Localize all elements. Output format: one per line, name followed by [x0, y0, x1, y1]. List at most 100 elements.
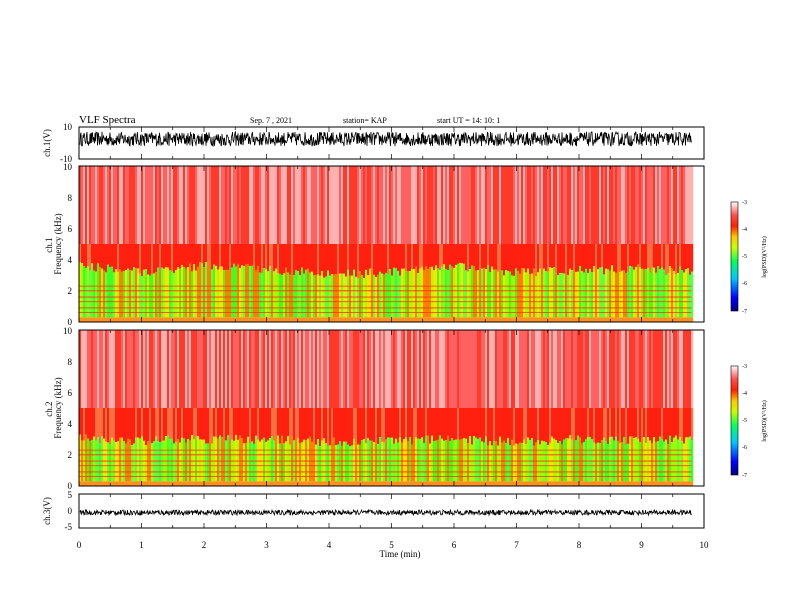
- spectrogram-cell: [195, 244, 198, 271]
- spectrogram-cell: [519, 442, 522, 482]
- spectrogram-cell: [417, 330, 420, 408]
- spectrogram-cell: [533, 317, 536, 322]
- spectrogram-cell: [673, 271, 676, 318]
- spectrogram-cell: [507, 244, 510, 272]
- spectrogram-cell: [599, 317, 602, 322]
- spectrogram-cell: [399, 330, 402, 408]
- spectrogram-cell: [591, 439, 594, 482]
- spectrogram-cell: [591, 244, 594, 273]
- spectrogram-cell: [549, 442, 552, 482]
- spectrogram-cell: [335, 481, 338, 486]
- spectrogram-cell: [273, 317, 276, 322]
- spectrogram-cell: [321, 317, 324, 322]
- spectrogram-cell: [353, 269, 356, 318]
- spectrogram-cell: [555, 166, 558, 244]
- spectrogram-cell: [365, 443, 368, 482]
- spectrogram-cell: [175, 317, 178, 322]
- spectrogram-cell: [363, 166, 366, 244]
- spectrogram-cell: [129, 439, 132, 482]
- spectrogram-cell: [183, 166, 186, 244]
- spectrogram-cell: [207, 481, 210, 486]
- spectrogram-cell: [171, 330, 174, 408]
- spectrogram-cell: [365, 408, 368, 444]
- spectrogram-cell: [545, 166, 548, 244]
- spectrogram-cell: [583, 244, 586, 273]
- spectrogram-cell: [267, 271, 270, 318]
- spectrogram-cell: [483, 442, 486, 482]
- spectrogram-cell: [427, 317, 430, 322]
- spectrogram-cell: [333, 166, 336, 244]
- spectrogram-cell: [93, 166, 96, 244]
- ch2-colorbar-label: log(PSD)(V²/Hz): [761, 400, 768, 441]
- spectrogram-cell: [149, 275, 152, 318]
- spectrogram-cell: [103, 330, 106, 408]
- spectrogram-cell: [609, 437, 612, 482]
- spectrogram-cell: [455, 166, 458, 244]
- spectrogram-cell: [279, 273, 282, 318]
- spectrogram-cell: [305, 269, 308, 318]
- spectrogram-cell: [515, 244, 518, 269]
- spectrogram-cell: [127, 408, 130, 439]
- spectrogram-cell: [649, 244, 652, 273]
- spectrogram-cell: [383, 244, 386, 275]
- spectrogram-cell: [301, 244, 304, 268]
- spectrogram-cell: [327, 481, 330, 486]
- spectrogram-cell: [583, 408, 586, 443]
- spectrogram-cell: [305, 481, 308, 486]
- spectrogram-cell: [573, 267, 576, 318]
- spectrogram-cell: [303, 330, 306, 408]
- spectrogram-cell: [133, 408, 136, 444]
- spectrogram-cell: [287, 244, 290, 273]
- spectrogram-cell: [681, 270, 684, 318]
- spectrogram-cell: [473, 266, 476, 318]
- spectrogram-cell: [273, 330, 276, 408]
- spectrogram-cell: [335, 408, 338, 446]
- spectrogram-cell: [263, 437, 266, 482]
- spectrogram-cell: [655, 272, 658, 318]
- spectrogram-cell: [481, 408, 484, 442]
- spectrogram-cell: [669, 166, 672, 244]
- spectrogram-cell: [145, 166, 148, 244]
- spectrogram-cell: [507, 481, 510, 486]
- spectrogram-cell: [317, 166, 320, 244]
- spectrogram-cell: [271, 330, 274, 408]
- spectrogram-cell: [617, 330, 620, 408]
- spectrogram-cell: [403, 166, 406, 244]
- spectrogram-cell: [257, 481, 260, 486]
- spectrogram-cell: [269, 244, 272, 267]
- spectrogram-cell: [337, 330, 340, 408]
- spectrogram-cell: [279, 408, 282, 444]
- spectrogram-cell: [299, 317, 302, 322]
- spectrogram-cell: [665, 408, 668, 440]
- spectrogram-cell: [659, 317, 662, 322]
- spectrogram-cell: [635, 166, 638, 244]
- spectrogram-cell: [661, 267, 664, 318]
- spectrogram-cell: [597, 269, 600, 318]
- spectrogram-cell: [577, 317, 580, 322]
- spectrogram-cell: [495, 166, 498, 244]
- spectrogram-cell: [169, 166, 172, 244]
- spectrogram-cell: [679, 481, 682, 486]
- spectrogram-cell: [587, 436, 590, 482]
- spectrogram-cell: [435, 317, 438, 322]
- spectrogram-cell: [239, 244, 242, 269]
- spectrogram-cell: [619, 408, 622, 443]
- spectrogram-cell: [579, 317, 582, 322]
- spectrogram-cell: [447, 317, 450, 322]
- spectrogram-cell: [191, 244, 194, 272]
- spectrogram-cell: [221, 266, 224, 318]
- spectrogram-cell: [257, 166, 260, 244]
- spectrogram-cell: [259, 166, 262, 244]
- spectrogram-cell: [389, 317, 392, 322]
- spectrogram-cell: [243, 481, 246, 486]
- spectrogram-cell: [407, 166, 410, 244]
- spectrogram-cell: [607, 269, 610, 318]
- spectrogram-cell: [81, 317, 84, 322]
- spectrogram-cell: [191, 330, 194, 408]
- spectrogram-cell: [157, 267, 160, 318]
- spectrogram-cell: [263, 244, 266, 269]
- spectrogram-cell: [551, 330, 554, 408]
- spectrogram-cell: [645, 317, 648, 322]
- spectrogram-cell: [597, 244, 600, 270]
- spectrogram-cell: [651, 481, 654, 486]
